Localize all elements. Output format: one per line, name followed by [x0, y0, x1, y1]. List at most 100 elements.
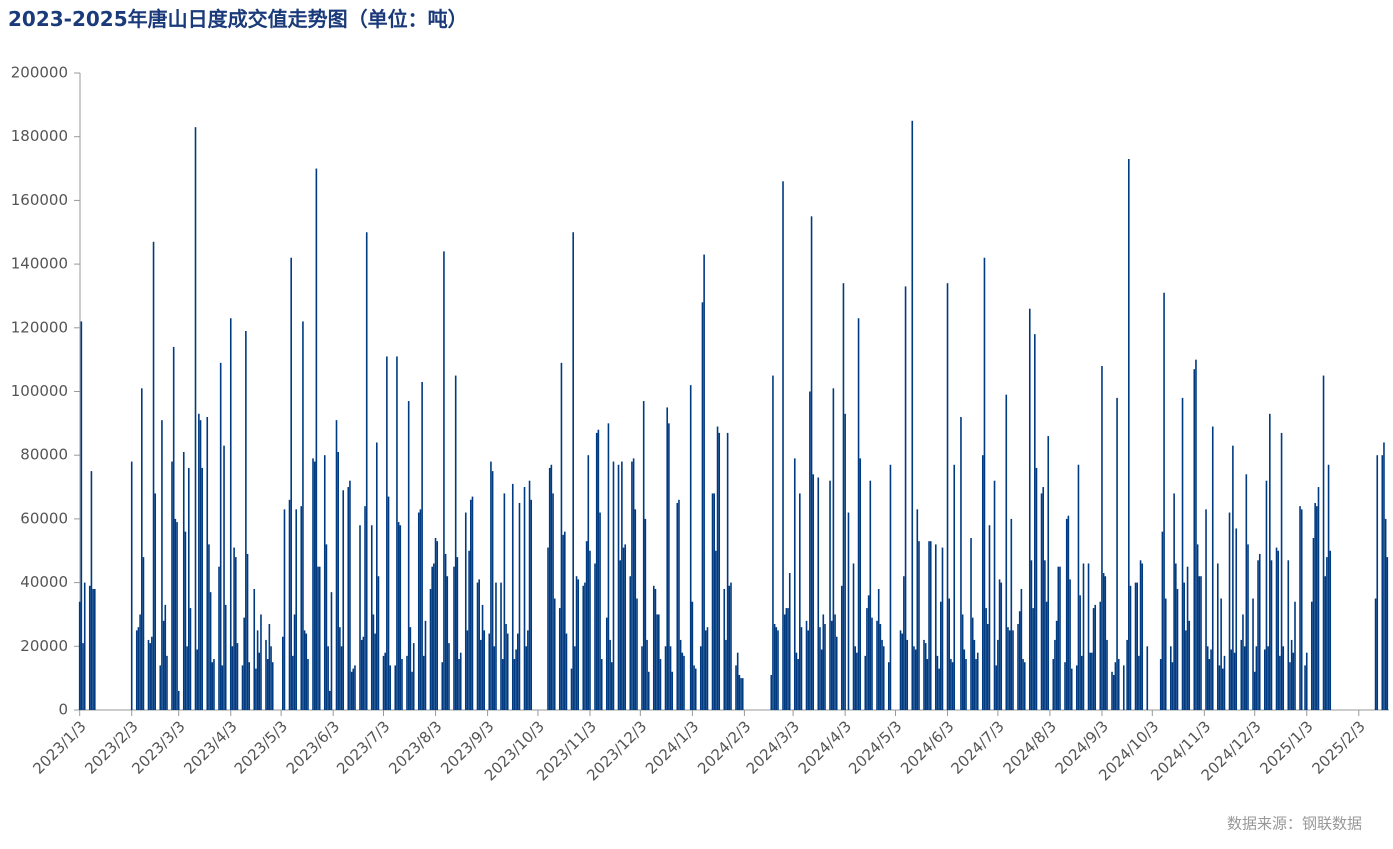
bar [913, 646, 915, 710]
bar [1008, 630, 1011, 710]
bar [1163, 292, 1165, 710]
x-tick-label: 2024/8/3 [1000, 717, 1060, 777]
bar [1082, 563, 1085, 710]
bar [609, 639, 611, 710]
bar [981, 455, 984, 710]
bar [1205, 509, 1207, 710]
bar [469, 499, 472, 710]
bar [995, 665, 998, 710]
bar [199, 420, 202, 710]
bar [548, 467, 551, 710]
bar [1223, 655, 1226, 710]
bar [799, 493, 801, 710]
bar [1267, 646, 1269, 710]
bar [419, 509, 422, 710]
bar [513, 659, 516, 710]
bar [342, 490, 345, 710]
bar [652, 585, 655, 710]
bar [1000, 582, 1003, 710]
bar [88, 585, 91, 710]
bar [525, 646, 527, 710]
bar [775, 627, 778, 710]
bar [424, 620, 427, 710]
bar [161, 420, 163, 710]
x-tick-label: 2024/5/3 [845, 717, 905, 777]
bar [382, 655, 385, 710]
bar [1312, 538, 1315, 710]
bar [137, 627, 140, 710]
bar [409, 627, 412, 710]
bar [386, 356, 388, 710]
bar [617, 464, 620, 710]
bar [1126, 639, 1128, 710]
bar [360, 639, 363, 710]
bar [1247, 544, 1249, 710]
bar [904, 286, 907, 710]
bar [481, 604, 484, 710]
bar [530, 499, 533, 710]
bar [1104, 576, 1107, 710]
bar [887, 662, 890, 710]
bar [793, 458, 796, 710]
bar [1287, 560, 1290, 710]
bar [218, 566, 220, 710]
bar [869, 480, 872, 710]
bar [300, 506, 303, 710]
bar [1139, 560, 1142, 710]
bar [1171, 662, 1174, 710]
bar [562, 534, 564, 710]
bar [312, 458, 314, 710]
bar [1012, 630, 1014, 710]
bar [1300, 509, 1303, 710]
bar [1324, 576, 1327, 710]
bar [817, 477, 820, 710]
source-note: 数据来源：钢联数据 [1227, 815, 1362, 833]
bar [594, 563, 596, 710]
bar [1270, 560, 1273, 710]
bar [500, 582, 502, 710]
bar [658, 614, 660, 710]
bar [491, 471, 494, 710]
bar [656, 614, 658, 710]
bar [149, 643, 151, 710]
y-tick-label: 140000 [11, 255, 68, 273]
bar [678, 499, 680, 710]
bar [691, 601, 694, 710]
bar [362, 636, 365, 710]
bar [741, 678, 744, 710]
bar [406, 655, 408, 710]
bar [834, 614, 836, 710]
bar [293, 614, 296, 710]
bar [1138, 655, 1140, 710]
x-tick-label: 2023/7/3 [333, 717, 393, 777]
bar [464, 512, 467, 710]
bar [810, 216, 813, 710]
bar [370, 525, 373, 710]
bar [162, 620, 165, 710]
bar [1243, 646, 1246, 710]
bar [364, 506, 366, 710]
bar [270, 646, 272, 710]
bar [407, 401, 410, 710]
bar [572, 232, 574, 710]
bar [726, 432, 729, 710]
bar [903, 576, 905, 710]
bar [255, 668, 257, 710]
bar [399, 525, 402, 710]
bar [1193, 369, 1196, 710]
bar [253, 588, 256, 710]
bar [1299, 506, 1301, 710]
bar [666, 407, 668, 710]
bar [1253, 671, 1256, 710]
bar [599, 512, 601, 710]
bar [934, 544, 937, 710]
bar [335, 420, 338, 710]
bar [433, 563, 435, 710]
bar [354, 665, 356, 710]
bar [1010, 518, 1013, 710]
bar [1040, 493, 1043, 710]
bar [842, 283, 845, 710]
bar [1070, 668, 1073, 710]
bar [852, 563, 855, 710]
bar [1028, 308, 1031, 710]
